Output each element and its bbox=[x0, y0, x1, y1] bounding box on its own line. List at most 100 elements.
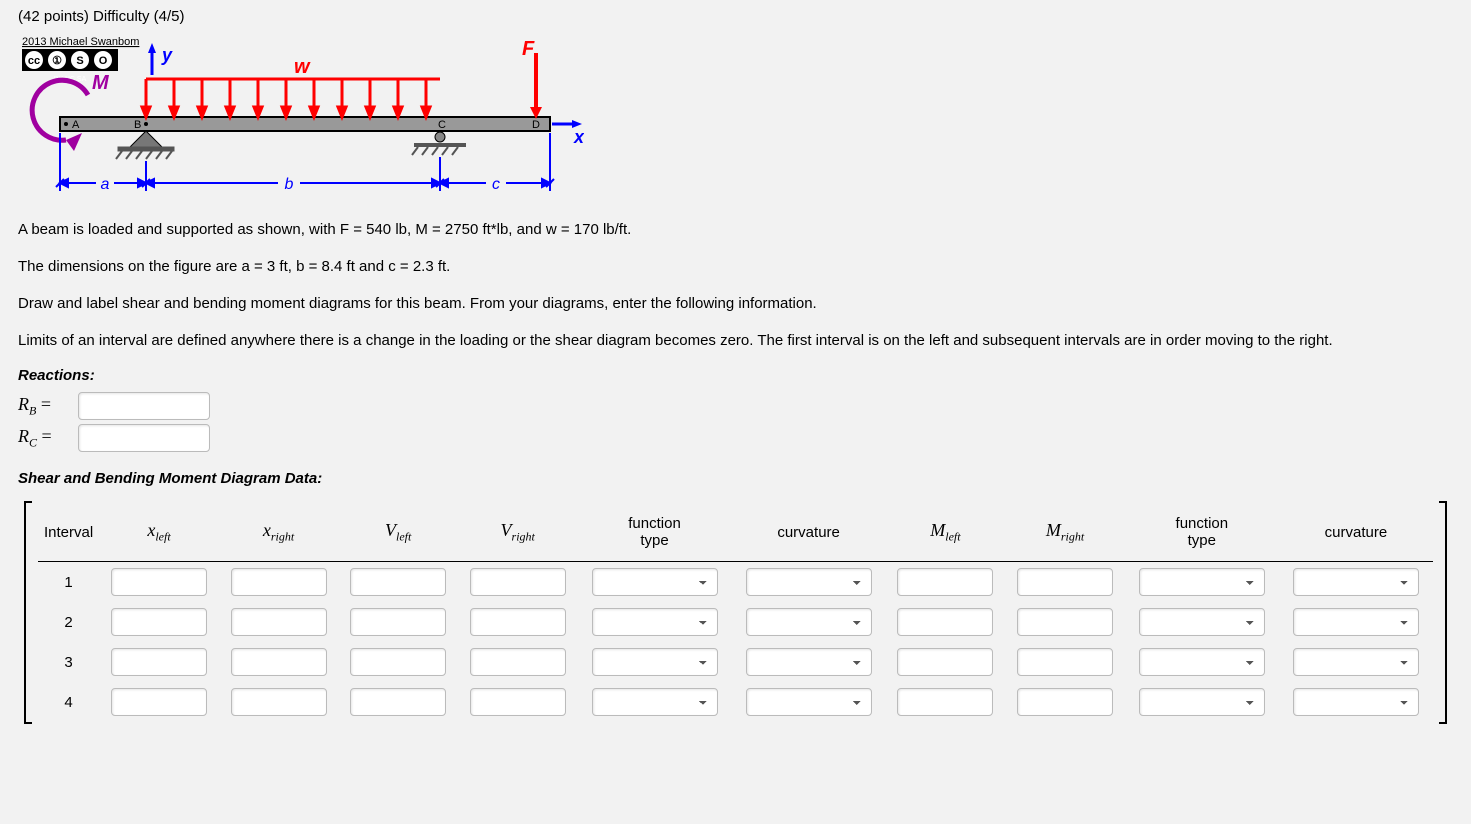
ftype1-select-4[interactable] bbox=[592, 688, 718, 716]
curv1-select-4[interactable] bbox=[746, 688, 872, 716]
col-curv2: curvature bbox=[1279, 509, 1433, 562]
vright-input-4[interactable] bbox=[470, 688, 566, 716]
rb-symbol: R bbox=[18, 394, 29, 414]
beam-figure: 2013 Michael Swanbom cc ① S O BY NC SA M bbox=[18, 35, 584, 205]
svg-text:y: y bbox=[161, 45, 173, 65]
reaction-rb-row: RB = bbox=[18, 392, 1453, 420]
reactions-heading: Reactions: bbox=[18, 367, 1453, 384]
xright-input-4[interactable] bbox=[231, 688, 327, 716]
rc-input[interactable] bbox=[78, 424, 210, 452]
interval-label: 2 bbox=[38, 602, 99, 642]
interval-label: 1 bbox=[38, 562, 99, 603]
mleft-input-3[interactable] bbox=[897, 648, 993, 676]
mleft-input-1[interactable] bbox=[897, 568, 993, 596]
ftype2-select-4[interactable] bbox=[1139, 688, 1265, 716]
xright-input-3[interactable] bbox=[231, 648, 327, 676]
table-row: 3 bbox=[38, 642, 1433, 682]
rb-sub: B bbox=[29, 403, 36, 417]
svg-text:F: F bbox=[522, 38, 535, 60]
vright-input-1[interactable] bbox=[470, 568, 566, 596]
svg-text:B: B bbox=[134, 119, 141, 131]
ftype2-select-1[interactable] bbox=[1139, 568, 1265, 596]
right-bracket bbox=[1439, 501, 1453, 724]
curv2-select-3[interactable] bbox=[1293, 648, 1419, 676]
curv1-select-3[interactable] bbox=[746, 648, 872, 676]
svg-text:w: w bbox=[294, 56, 311, 78]
diagram-data-table-wrap: Interval xleft xright Vleft Vright funct… bbox=[18, 501, 1453, 724]
table-row: 2 bbox=[38, 602, 1433, 642]
ftype2-select-3[interactable] bbox=[1139, 648, 1265, 676]
col-interval: Interval bbox=[38, 509, 99, 562]
curv2-select-4[interactable] bbox=[1293, 688, 1419, 716]
col-ftype2: functiontype bbox=[1125, 509, 1279, 562]
difficulty-label: Difficulty (4/5) bbox=[93, 8, 184, 25]
question-header: (42 points) Difficulty (4/5) bbox=[18, 8, 1453, 25]
problem-p1: A beam is loaded and supported as shown,… bbox=[18, 219, 1453, 240]
mright-input-3[interactable] bbox=[1017, 648, 1113, 676]
problem-p4: Limits of an interval are defined anywhe… bbox=[18, 330, 1453, 351]
reaction-rc-row: RC = bbox=[18, 424, 1453, 452]
col-ftype1: functiontype bbox=[578, 509, 732, 562]
mright-input-4[interactable] bbox=[1017, 688, 1113, 716]
xleft-input-4[interactable] bbox=[111, 688, 207, 716]
rb-input[interactable] bbox=[78, 392, 210, 420]
vright-input-3[interactable] bbox=[470, 648, 566, 676]
col-xright: xright bbox=[219, 509, 339, 562]
mleft-input-2[interactable] bbox=[897, 608, 993, 636]
svg-text:cc: cc bbox=[28, 55, 40, 67]
problem-p2: The dimensions on the figure are a = 3 f… bbox=[18, 256, 1453, 277]
table-row: 4 bbox=[38, 682, 1433, 722]
xleft-input-1[interactable] bbox=[111, 568, 207, 596]
col-vleft: Vleft bbox=[338, 509, 458, 562]
svg-text:D: D bbox=[532, 119, 540, 131]
ftype1-select-1[interactable] bbox=[592, 568, 718, 596]
vleft-input-2[interactable] bbox=[350, 608, 446, 636]
curv2-select-1[interactable] bbox=[1293, 568, 1419, 596]
col-xleft: xleft bbox=[99, 509, 219, 562]
table-row: 1 bbox=[38, 562, 1433, 603]
rb-eq: = bbox=[41, 394, 51, 414]
curv1-select-1[interactable] bbox=[746, 568, 872, 596]
diagram-data-table: Interval xleft xright Vleft Vright funct… bbox=[38, 509, 1433, 722]
col-curv1: curvature bbox=[732, 509, 886, 562]
col-mright: Mright bbox=[1005, 509, 1125, 562]
figure-credit: 2013 Michael Swanbom bbox=[22, 36, 139, 48]
mright-input-1[interactable] bbox=[1017, 568, 1113, 596]
svg-text:O: O bbox=[99, 55, 108, 67]
svg-text:c: c bbox=[492, 176, 500, 193]
svg-text:A: A bbox=[72, 119, 80, 131]
svg-text:C: C bbox=[438, 119, 446, 131]
interval-label: 3 bbox=[38, 642, 99, 682]
ftype2-select-2[interactable] bbox=[1139, 608, 1265, 636]
rc-symbol: R bbox=[18, 426, 29, 446]
rc-sub: C bbox=[29, 435, 37, 449]
left-bracket bbox=[18, 501, 32, 724]
xright-input-2[interactable] bbox=[231, 608, 327, 636]
xleft-input-2[interactable] bbox=[111, 608, 207, 636]
xright-input-1[interactable] bbox=[231, 568, 327, 596]
vright-input-2[interactable] bbox=[470, 608, 566, 636]
xleft-input-3[interactable] bbox=[111, 648, 207, 676]
vleft-input-4[interactable] bbox=[350, 688, 446, 716]
diagram-data-heading: Shear and Bending Moment Diagram Data: bbox=[18, 470, 1453, 487]
curv2-select-2[interactable] bbox=[1293, 608, 1419, 636]
interval-label: 4 bbox=[38, 682, 99, 722]
rc-eq: = bbox=[42, 426, 52, 446]
problem-text: A beam is loaded and supported as shown,… bbox=[18, 219, 1453, 351]
col-mleft: Mleft bbox=[886, 509, 1006, 562]
ftype1-select-3[interactable] bbox=[592, 648, 718, 676]
curv1-select-2[interactable] bbox=[746, 608, 872, 636]
mleft-input-4[interactable] bbox=[897, 688, 993, 716]
points-label: (42 points) bbox=[18, 8, 89, 25]
problem-p3: Draw and label shear and bending moment … bbox=[18, 293, 1453, 314]
mright-input-2[interactable] bbox=[1017, 608, 1113, 636]
col-vright: Vright bbox=[458, 509, 578, 562]
vleft-input-3[interactable] bbox=[350, 648, 446, 676]
ftype1-select-2[interactable] bbox=[592, 608, 718, 636]
svg-text:x: x bbox=[573, 127, 584, 147]
svg-text:M: M bbox=[92, 72, 110, 94]
svg-text:a: a bbox=[101, 176, 110, 193]
svg-text:①: ① bbox=[52, 55, 62, 67]
svg-text:S: S bbox=[76, 55, 83, 67]
vleft-input-1[interactable] bbox=[350, 568, 446, 596]
